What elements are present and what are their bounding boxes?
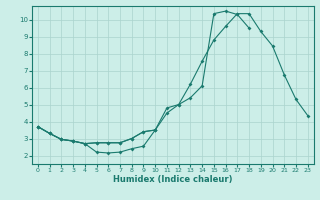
X-axis label: Humidex (Indice chaleur): Humidex (Indice chaleur) bbox=[113, 175, 233, 184]
